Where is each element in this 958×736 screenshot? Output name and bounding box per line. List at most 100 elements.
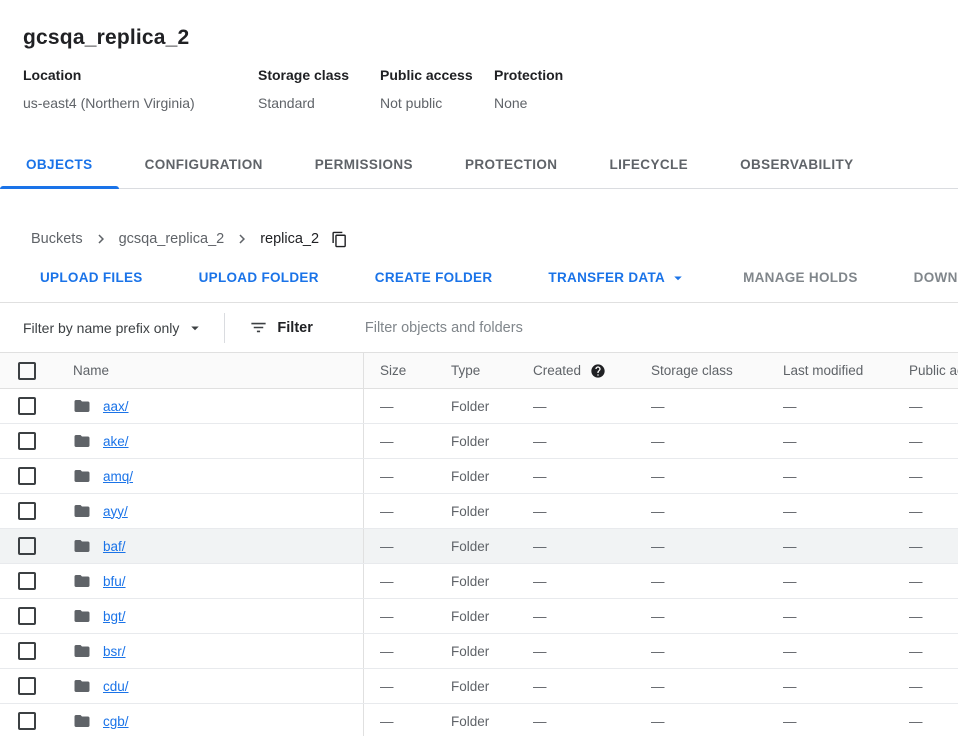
- create-folder-button[interactable]: CREATE FOLDER: [359, 260, 509, 296]
- row-size: —: [363, 529, 435, 563]
- row-checkbox[interactable]: [18, 467, 36, 485]
- row-checkbox[interactable]: [18, 642, 36, 660]
- upload-folder-button[interactable]: UPLOAD FOLDER: [183, 260, 335, 296]
- column-label: Name: [73, 363, 110, 378]
- filter-input[interactable]: [364, 319, 795, 336]
- folder-icon: [73, 467, 91, 485]
- button-label: UPLOAD FOLDER: [198, 270, 319, 285]
- button-label: MANAGE HOLDS: [743, 270, 858, 285]
- row-checkbox[interactable]: [18, 572, 36, 590]
- row-last-modified: —: [783, 398, 797, 414]
- row-name-cell: ake/: [55, 424, 363, 458]
- folder-icon: [73, 677, 91, 695]
- row-checkbox[interactable]: [18, 537, 36, 555]
- folder-icon: [73, 537, 91, 555]
- row-storage-class: —: [651, 398, 665, 414]
- object-name-link[interactable]: baf/: [103, 538, 126, 554]
- row-checkbox[interactable]: [18, 502, 36, 520]
- bucket-header: gcsqa_replica_2 Location us-east4 (North…: [0, 0, 958, 111]
- button-label: UPLOAD FILES: [40, 270, 143, 285]
- row-public-access: —: [909, 608, 923, 624]
- tab-permissions[interactable]: PERMISSIONS: [314, 157, 413, 172]
- content-copy-icon[interactable]: [331, 231, 348, 248]
- breadcrumb-current-folder: replica_2: [260, 231, 320, 247]
- row-checkbox[interactable]: [18, 607, 36, 625]
- object-name-link[interactable]: bgt/: [103, 608, 126, 624]
- row-checkbox[interactable]: [18, 677, 36, 695]
- meta-value: Not public: [380, 95, 443, 111]
- row-size: —: [363, 669, 435, 703]
- row-checkbox[interactable]: [18, 397, 36, 415]
- header-name: Name: [55, 353, 363, 388]
- header-storage-class: Storage class: [635, 353, 767, 388]
- row-type: Folder: [451, 608, 490, 624]
- help-icon[interactable]: [590, 363, 606, 379]
- table-row: cgb/ — Folder — — — —: [0, 704, 958, 736]
- row-checkbox-cell: [0, 564, 55, 598]
- table-row: cdu/ — Folder — — — —: [0, 669, 958, 704]
- object-name-link[interactable]: aax/: [103, 398, 129, 414]
- row-last-modified: —: [783, 538, 797, 554]
- meta-value: us-east4 (Northern Virginia): [23, 95, 195, 111]
- arrow-drop-down-icon: [669, 269, 687, 287]
- meta-location: Location us-east4 (Northern Virginia): [23, 67, 258, 111]
- transfer-data-button[interactable]: TRANSFER DATA: [532, 260, 703, 296]
- object-name-link[interactable]: cgb/: [103, 713, 129, 729]
- object-name-link[interactable]: amq/: [103, 468, 134, 484]
- folder-icon: [73, 607, 91, 625]
- tab-lifecycle[interactable]: LIFECYCLE: [609, 157, 689, 172]
- object-name-link[interactable]: cdu/: [103, 678, 129, 694]
- row-size: —: [363, 634, 435, 668]
- tab-protection[interactable]: PROTECTION: [464, 157, 558, 172]
- row-last-modified: —: [783, 468, 797, 484]
- row-public-access: —: [909, 713, 923, 729]
- manage-holds-button[interactable]: MANAGE HOLDS: [727, 260, 874, 296]
- object-name-link[interactable]: bsr/: [103, 643, 126, 659]
- breadcrumb-buckets[interactable]: Buckets: [31, 231, 83, 247]
- row-created: —: [533, 643, 547, 659]
- download-button[interactable]: DOWNLOAD: [898, 260, 958, 296]
- arrow-drop-down-icon: [186, 319, 204, 337]
- row-size: —: [363, 494, 435, 528]
- vertical-divider: [224, 312, 226, 343]
- meta-value: None: [494, 95, 528, 111]
- select-all-checkbox[interactable]: [18, 361, 36, 380]
- upload-files-button[interactable]: UPLOAD FILES: [24, 260, 159, 296]
- header-size: Size: [363, 353, 435, 388]
- filter-mode-label: Filter by name prefix only: [23, 319, 180, 336]
- folder-icon: [73, 712, 91, 730]
- column-label: Storage class: [651, 363, 733, 378]
- object-name-link[interactable]: ake/: [103, 433, 129, 449]
- object-name-link[interactable]: bfu/: [103, 573, 126, 589]
- breadcrumb-bucket-name[interactable]: gcsqa_replica_2: [118, 231, 225, 247]
- row-checkbox[interactable]: [18, 712, 36, 730]
- row-type: Folder: [451, 678, 490, 694]
- button-label: DOWNLOAD: [913, 270, 958, 285]
- tab-configuration[interactable]: CONFIGURATION: [144, 157, 263, 172]
- row-size: —: [363, 389, 435, 423]
- row-checkbox-cell: [0, 529, 55, 563]
- row-name-cell: aax/: [55, 389, 363, 423]
- row-size: —: [363, 564, 435, 598]
- row-created: —: [533, 538, 547, 554]
- row-checkbox[interactable]: [18, 432, 36, 450]
- row-type: Folder: [451, 713, 490, 729]
- tab-observability[interactable]: OBSERVABILITY: [740, 157, 854, 172]
- filter-mode-dropdown[interactable]: Filter by name prefix only: [23, 319, 204, 337]
- folder-icon: [73, 572, 91, 590]
- header-created: Created: [517, 353, 635, 388]
- row-checkbox-cell: [0, 389, 55, 423]
- column-label: Public access: [909, 363, 958, 378]
- tab-objects[interactable]: OBJECTS: [0, 141, 119, 189]
- column-label: Last modified: [783, 363, 864, 378]
- row-name-cell: bsr/: [55, 634, 363, 668]
- row-name-cell: bfu/: [55, 564, 363, 598]
- meta-label: Storage class: [258, 67, 350, 83]
- button-label: TRANSFER DATA: [548, 270, 666, 285]
- column-label: Size: [380, 363, 407, 378]
- row-last-modified: —: [783, 573, 797, 589]
- filter-list-icon: [249, 318, 268, 337]
- object-name-link[interactable]: ayy/: [103, 503, 128, 519]
- row-storage-class: —: [651, 713, 665, 729]
